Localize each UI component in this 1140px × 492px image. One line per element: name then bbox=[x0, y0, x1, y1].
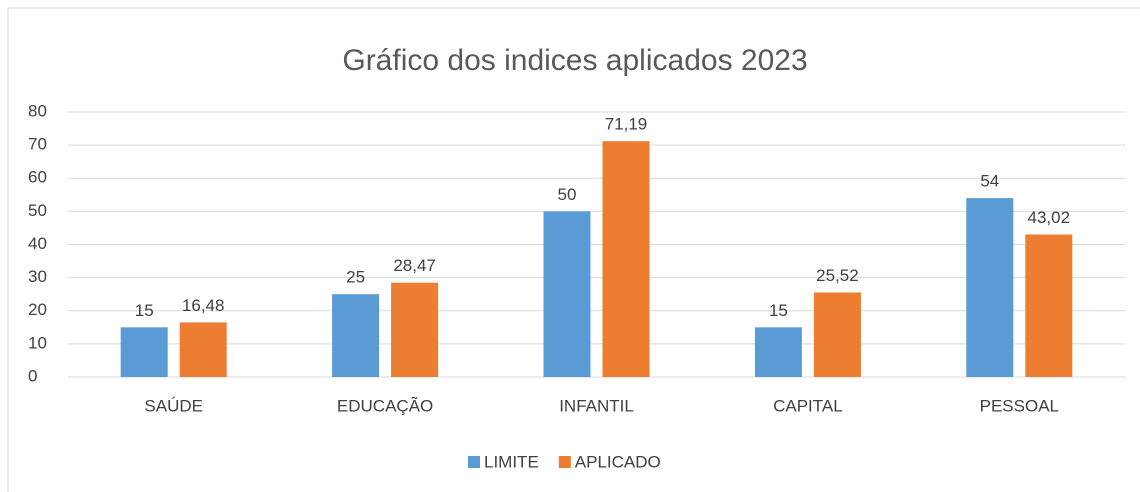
y-tick-label: 60 bbox=[28, 168, 47, 187]
x-tick-label: INFANTIL bbox=[559, 396, 634, 415]
y-tick-label: 70 bbox=[28, 135, 47, 154]
bar bbox=[1025, 234, 1073, 377]
data-label: 15 bbox=[135, 301, 154, 320]
legend-label: LIMITE bbox=[484, 452, 539, 471]
bar bbox=[966, 198, 1014, 377]
data-label: 25,52 bbox=[816, 266, 859, 285]
chart-title: Gráfico dos indices aplicados 2023 bbox=[342, 44, 807, 77]
data-label: 28,47 bbox=[393, 256, 436, 275]
y-tick-label: 40 bbox=[28, 234, 47, 253]
data-label: 15 bbox=[769, 301, 788, 320]
bar bbox=[179, 322, 227, 377]
y-tick-label: 80 bbox=[28, 101, 47, 120]
y-tick-label: 30 bbox=[28, 267, 47, 286]
data-label: 71,19 bbox=[605, 115, 648, 134]
bar bbox=[332, 294, 380, 377]
data-label: 16,48 bbox=[182, 296, 225, 315]
bar bbox=[813, 292, 861, 377]
bar bbox=[543, 211, 591, 377]
legend-swatch bbox=[468, 456, 480, 468]
bar bbox=[120, 327, 168, 377]
y-tick-label: 10 bbox=[28, 333, 47, 352]
data-label: 50 bbox=[558, 185, 577, 204]
legend-swatch bbox=[558, 456, 571, 468]
y-tick-label: 50 bbox=[28, 201, 47, 220]
data-label: 43,02 bbox=[1028, 208, 1071, 227]
bar bbox=[391, 282, 439, 377]
bar bbox=[602, 141, 650, 377]
bar bbox=[754, 327, 802, 377]
x-tick-label: PESSOAL bbox=[980, 396, 1059, 415]
y-tick-label: 0 bbox=[28, 366, 37, 385]
x-tick-label: EDUCAÇÃO bbox=[337, 396, 433, 415]
x-tick-label: CAPITAL bbox=[773, 396, 843, 415]
legend-label: APLICADO bbox=[575, 452, 661, 471]
y-tick-label: 20 bbox=[28, 300, 47, 319]
data-label: 25 bbox=[346, 268, 365, 287]
data-label: 54 bbox=[980, 172, 999, 191]
x-tick-label: SAÚDE bbox=[144, 396, 203, 415]
